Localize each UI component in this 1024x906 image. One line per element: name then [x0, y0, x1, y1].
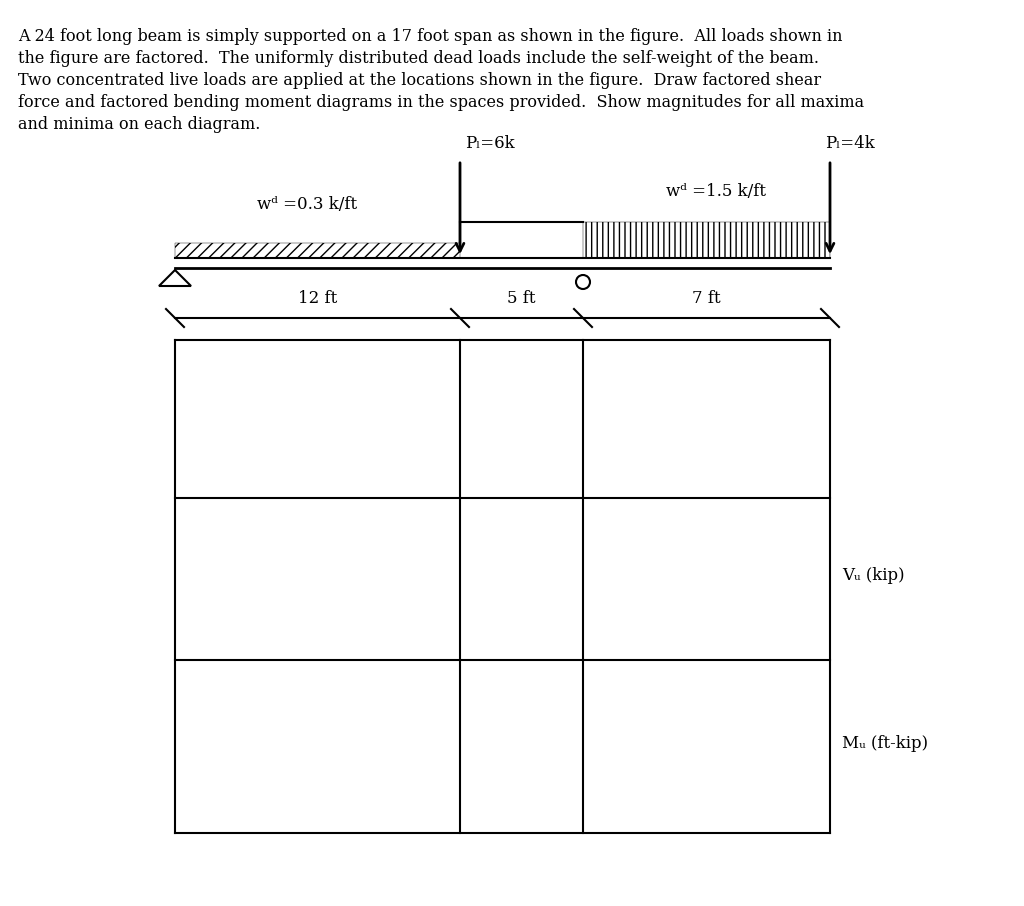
Text: force and factored bending moment diagrams in the spaces provided.  Show magnitu: force and factored bending moment diagra… [18, 94, 864, 111]
Text: 7 ft: 7 ft [692, 290, 721, 307]
Text: 5 ft: 5 ft [507, 290, 536, 307]
Text: Two concentrated live loads are applied at the locations shown in the figure.  D: Two concentrated live loads are applied … [18, 72, 821, 89]
Text: Vᵤ (kip): Vᵤ (kip) [842, 567, 904, 584]
Text: Mᵤ (ft-kip): Mᵤ (ft-kip) [842, 735, 928, 751]
Text: 12 ft: 12 ft [298, 290, 337, 307]
Bar [175, 243, 460, 258]
Text: A 24 foot long beam is simply supported on a 17 foot span as shown in the figure: A 24 foot long beam is simply supported … [18, 28, 843, 45]
Text: wᵈ =1.5 k/ft: wᵈ =1.5 k/ft [667, 183, 767, 200]
Text: and minima on each diagram.: and minima on each diagram. [18, 116, 260, 133]
Bar [583, 222, 830, 258]
Text: Pₗ=4k: Pₗ=4k [825, 135, 874, 152]
Text: wᵈ =0.3 k/ft: wᵈ =0.3 k/ft [257, 196, 357, 213]
Text: the figure are factored.  The uniformly distributed dead loads include the self-: the figure are factored. The uniformly d… [18, 50, 819, 67]
Text: Pₗ=6k: Pₗ=6k [465, 135, 515, 152]
